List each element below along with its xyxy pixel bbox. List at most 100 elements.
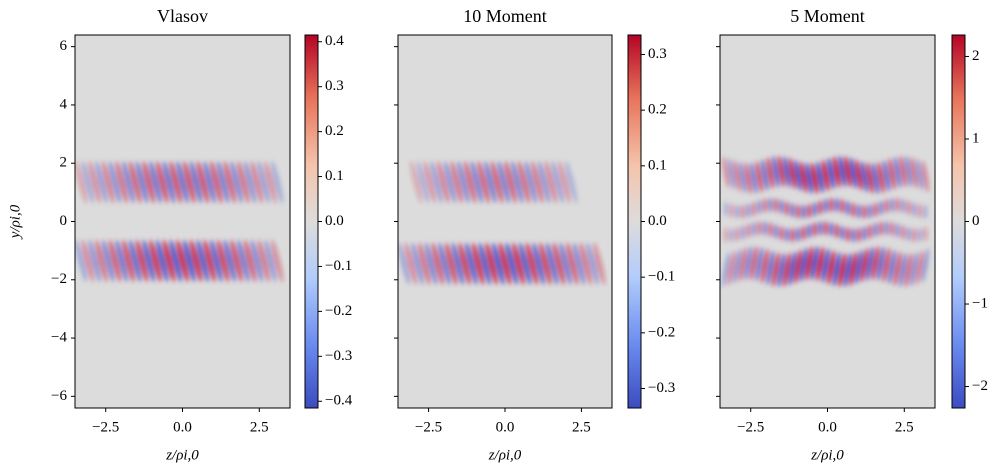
- field-stripe: [243, 160, 257, 204]
- x-tick-label: 0.0: [496, 419, 515, 435]
- field-stripe: [806, 203, 812, 219]
- colorbar-tick-label: 0.0: [648, 213, 667, 229]
- field-stripe: [839, 198, 845, 214]
- field-stripe: [838, 155, 847, 188]
- field-stripe: [237, 239, 250, 283]
- field-stripe: [478, 242, 491, 285]
- field-stripe: [477, 160, 490, 204]
- field-stripe: [411, 242, 424, 285]
- field-stripe: [877, 161, 885, 194]
- field-stripe: [900, 198, 906, 214]
- field-stripe: [751, 221, 757, 237]
- field-stripe: [722, 252, 731, 287]
- field-stripe: [471, 242, 485, 285]
- colorbar-tick-label: 0.1: [648, 157, 667, 173]
- field-stripe: [871, 162, 880, 195]
- field-stripe: [799, 161, 808, 193]
- x-tick-label: −2.5: [415, 419, 442, 435]
- field-stripe: [839, 225, 845, 241]
- x-tick-label: −2.5: [92, 419, 119, 435]
- field-stripe: [849, 251, 858, 287]
- field-stripe: [498, 242, 512, 285]
- field-stripe: [438, 242, 451, 285]
- field-stripe: [788, 157, 797, 190]
- colorbar-tick-label: 0.1: [325, 168, 344, 184]
- field-stripe: [861, 204, 867, 220]
- field-stripe: [893, 251, 902, 286]
- field-stripe: [727, 250, 736, 286]
- field-stripe: [727, 158, 736, 190]
- colorbar-tick-label: −0.2: [648, 324, 675, 340]
- y-tick-label: −6: [51, 388, 67, 404]
- field-stripe: [854, 249, 863, 285]
- x-axis-label: z/ρi,0: [810, 447, 844, 463]
- field-stripe: [572, 242, 586, 285]
- field-stripe: [806, 223, 812, 239]
- heatmap-background: [398, 35, 612, 408]
- field-stripe: [733, 248, 742, 284]
- colorbar-tick-label: 0: [972, 213, 980, 229]
- field-stripe: [823, 221, 829, 236]
- field-stripe: [492, 242, 505, 285]
- field-stripe: [579, 242, 592, 285]
- field-stripe: [795, 227, 801, 242]
- y-tick-label: −2: [51, 271, 67, 287]
- field-stripe: [784, 227, 790, 243]
- field-stripe: [551, 160, 564, 204]
- y-tick-label: 4: [60, 96, 68, 112]
- field-stripe: [504, 160, 517, 204]
- x-axis-label: z/ρi,0: [165, 447, 199, 463]
- field-stripe: [169, 239, 182, 283]
- field-stripe: [75, 239, 88, 283]
- field-stripe: [749, 246, 758, 281]
- field-stripe: [794, 159, 802, 192]
- field-stripe: [899, 155, 907, 188]
- field-stripe: [861, 226, 867, 241]
- field-stripe: [878, 221, 884, 236]
- y-axis-label: y/ρi,0: [7, 204, 23, 240]
- field-stripe: [270, 239, 284, 283]
- field-stripe: [210, 239, 223, 283]
- field-stripe: [531, 160, 544, 204]
- field-stripe: [203, 239, 216, 283]
- field-stripe: [805, 162, 813, 195]
- field-stripe: [424, 242, 438, 285]
- field-stripe: [899, 252, 908, 288]
- field-stripe: [744, 162, 753, 195]
- field-stripe: [816, 161, 824, 194]
- field-stripe: [856, 227, 862, 243]
- field-stripe: [162, 239, 176, 283]
- field-stripe: [81, 239, 95, 283]
- field-stripe: [889, 221, 895, 237]
- field: [398, 160, 606, 285]
- field-stripe: [423, 160, 436, 204]
- field-stripe: [751, 201, 757, 217]
- field-stripe: [484, 160, 497, 204]
- field-stripe: [398, 242, 411, 285]
- field-stripe: [149, 160, 162, 204]
- field-stripe: [490, 160, 504, 204]
- heatmap-background: [720, 35, 935, 408]
- field-stripe: [810, 162, 819, 195]
- field-stripe: [867, 204, 873, 219]
- field-stripe: [800, 225, 807, 241]
- field-stripe: [122, 239, 135, 283]
- field-stripe: [149, 239, 162, 283]
- field-stripe: [722, 156, 730, 189]
- field-stripe: [75, 160, 88, 204]
- field-stripe: [738, 161, 747, 194]
- field-stripe: [922, 226, 928, 242]
- field-stripe: [216, 160, 230, 204]
- field-stripe: [115, 239, 128, 283]
- field-stripe: [88, 239, 101, 283]
- field-stripe: [566, 242, 579, 285]
- field-stripe: [524, 160, 537, 204]
- field-stripe: [921, 160, 929, 193]
- field-stripe: [778, 226, 785, 241]
- field-stripe: [760, 248, 769, 284]
- field-stripe: [773, 224, 779, 239]
- field-stripe: [756, 220, 762, 236]
- field-stripe: [889, 197, 895, 213]
- field-stripe: [766, 250, 775, 286]
